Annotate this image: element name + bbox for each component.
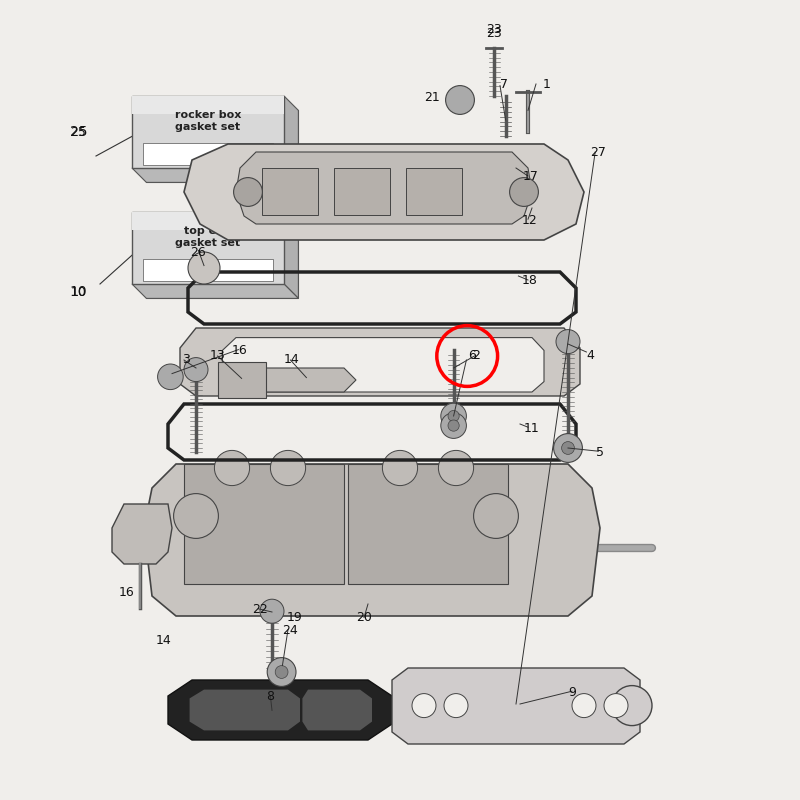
Text: 13: 13 <box>210 350 226 362</box>
Circle shape <box>184 358 208 382</box>
Text: rocker box
gasket set: rocker box gasket set <box>175 110 241 132</box>
Text: 25: 25 <box>70 126 86 138</box>
Polygon shape <box>112 504 172 564</box>
FancyBboxPatch shape <box>184 464 344 584</box>
Polygon shape <box>144 464 600 616</box>
Text: 10: 10 <box>70 285 87 299</box>
Polygon shape <box>146 226 298 298</box>
Circle shape <box>562 442 574 454</box>
Circle shape <box>612 686 652 726</box>
Polygon shape <box>180 328 580 396</box>
Polygon shape <box>184 144 584 240</box>
Text: 24: 24 <box>282 624 298 637</box>
Text: 23: 23 <box>486 23 502 36</box>
Text: 6: 6 <box>468 350 476 362</box>
Text: 5: 5 <box>596 446 604 458</box>
Text: 8: 8 <box>266 690 274 702</box>
FancyBboxPatch shape <box>218 362 266 398</box>
Polygon shape <box>132 212 284 284</box>
Polygon shape <box>222 338 544 392</box>
Polygon shape <box>132 168 298 182</box>
Circle shape <box>448 420 459 431</box>
Text: 14: 14 <box>156 634 172 646</box>
Circle shape <box>260 599 284 623</box>
Polygon shape <box>392 668 640 744</box>
FancyBboxPatch shape <box>348 464 508 584</box>
Circle shape <box>510 178 538 206</box>
Circle shape <box>441 413 466 438</box>
Text: 22: 22 <box>252 603 268 616</box>
Text: 2: 2 <box>472 350 480 362</box>
Polygon shape <box>284 212 298 298</box>
Text: 4: 4 <box>586 350 594 362</box>
Polygon shape <box>168 680 392 740</box>
Polygon shape <box>132 212 284 230</box>
Polygon shape <box>240 368 356 392</box>
Text: 16: 16 <box>232 344 248 357</box>
Text: 9: 9 <box>568 686 576 698</box>
Text: 26: 26 <box>190 246 206 258</box>
Circle shape <box>275 666 288 678</box>
Text: 27: 27 <box>590 146 606 158</box>
Circle shape <box>474 494 518 538</box>
Text: 12: 12 <box>522 214 538 226</box>
Text: 7: 7 <box>500 78 508 90</box>
Polygon shape <box>132 96 284 168</box>
Polygon shape <box>132 284 298 298</box>
Circle shape <box>270 450 306 486</box>
Circle shape <box>438 450 474 486</box>
Polygon shape <box>284 96 298 182</box>
Text: top end
gasket set: top end gasket set <box>175 226 241 248</box>
Polygon shape <box>236 152 532 224</box>
Circle shape <box>188 252 220 284</box>
Polygon shape <box>132 96 284 114</box>
Circle shape <box>382 450 418 486</box>
Circle shape <box>554 434 582 462</box>
FancyBboxPatch shape <box>143 259 273 281</box>
Circle shape <box>572 694 596 718</box>
Circle shape <box>174 494 218 538</box>
Text: 23: 23 <box>486 27 502 40</box>
Circle shape <box>444 694 468 718</box>
FancyBboxPatch shape <box>406 168 462 215</box>
Text: 11: 11 <box>524 422 540 434</box>
Text: 1: 1 <box>542 78 550 90</box>
Circle shape <box>441 403 466 429</box>
Text: 25: 25 <box>70 125 87 139</box>
Text: 20: 20 <box>356 611 372 624</box>
Circle shape <box>604 694 628 718</box>
Text: 17: 17 <box>522 170 538 182</box>
Text: 16: 16 <box>118 586 134 598</box>
FancyBboxPatch shape <box>262 168 318 215</box>
Text: 19: 19 <box>286 611 302 624</box>
Text: 18: 18 <box>522 274 538 286</box>
Circle shape <box>412 694 436 718</box>
Text: 3: 3 <box>182 354 190 366</box>
Circle shape <box>556 330 580 354</box>
Text: 10: 10 <box>70 286 86 298</box>
Circle shape <box>234 178 262 206</box>
Circle shape <box>158 364 183 390</box>
Polygon shape <box>190 690 300 730</box>
FancyBboxPatch shape <box>143 143 273 165</box>
Polygon shape <box>302 690 372 730</box>
FancyBboxPatch shape <box>334 168 390 215</box>
Text: 14: 14 <box>284 354 300 366</box>
Text: 21: 21 <box>424 91 440 104</box>
Circle shape <box>448 410 459 422</box>
Circle shape <box>446 86 474 114</box>
Polygon shape <box>146 110 298 182</box>
Circle shape <box>267 658 296 686</box>
Circle shape <box>214 450 250 486</box>
